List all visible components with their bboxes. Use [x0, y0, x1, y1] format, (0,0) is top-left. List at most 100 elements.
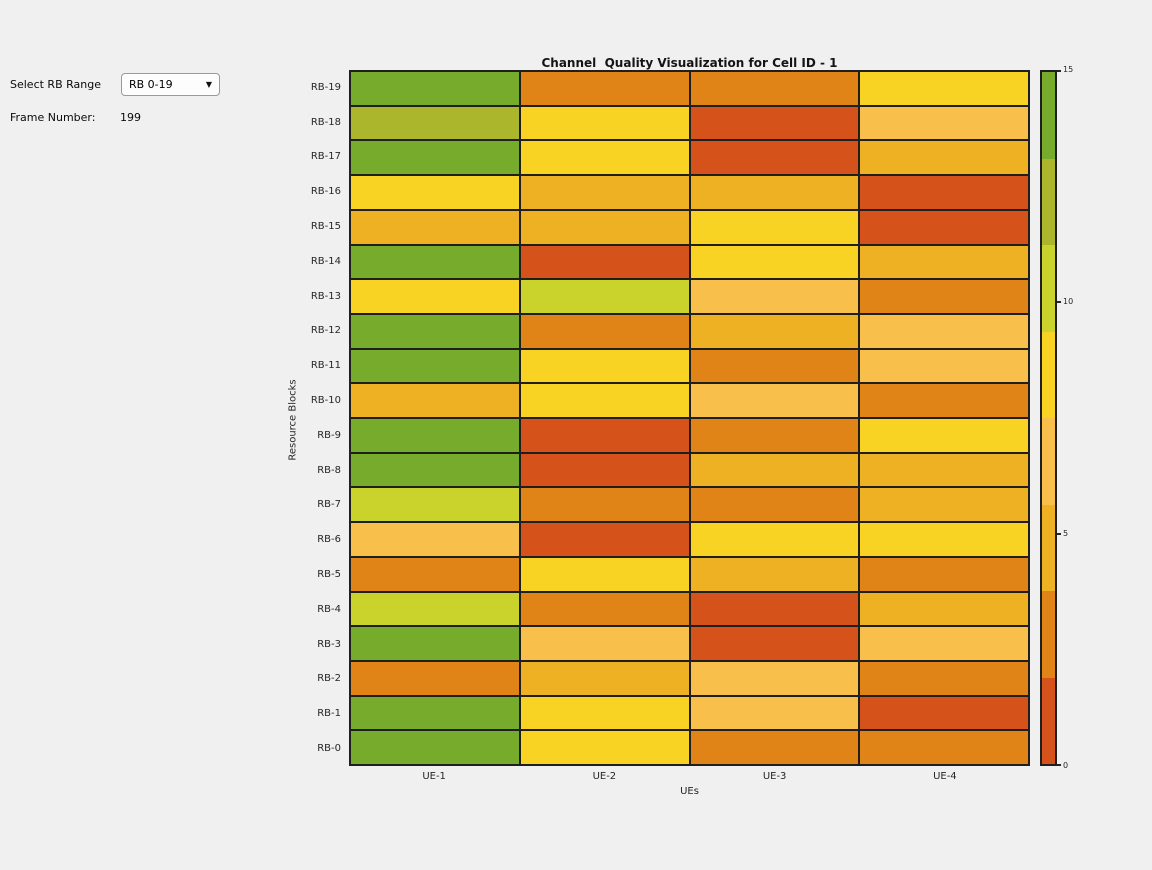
colorbar-tick-label-5: 5 [1063, 529, 1068, 539]
heatmap-cell-RB-0-UE-3 [691, 731, 859, 764]
heatmap-cell-RB-17-UE-4 [860, 141, 1028, 174]
heatmap-cell-RB-2-UE-1 [351, 662, 519, 695]
heatmap-cell-RB-2-UE-2 [521, 662, 689, 695]
heatmap-cell-RB-15-UE-1 [351, 211, 519, 244]
heatmap-cell-RB-14-UE-1 [351, 246, 519, 279]
heatmap-cell-RB-4-UE-3 [691, 593, 859, 626]
heatmap-cell-RB-5-UE-4 [860, 558, 1028, 591]
y-tick-RB-19: RB-19 [240, 70, 341, 105]
heatmap-cell-RB-7-UE-4 [860, 488, 1028, 521]
heatmap-cell-RB-15-UE-3 [691, 211, 859, 244]
y-tick-RB-3: RB-3 [240, 627, 341, 662]
heatmap-cell-RB-9-UE-1 [351, 419, 519, 452]
y-tick-RB-7: RB-7 [240, 488, 341, 523]
y-tick-RB-0: RB-0 [240, 731, 341, 766]
heatmap-cell-RB-0-UE-2 [521, 731, 689, 764]
colorbar-band-amber [1042, 505, 1055, 592]
heatmap-cell-RB-14-UE-3 [691, 246, 859, 279]
heatmap-cell-RB-5-UE-3 [691, 558, 859, 591]
heatmap-cell-RB-13-UE-2 [521, 280, 689, 313]
heatmap-cell-RB-11-UE-1 [351, 350, 519, 383]
x-tick-labels: UE-1UE-2UE-3UE-4 [349, 771, 1030, 782]
colorbar-band-red_orange [1042, 678, 1055, 765]
heatmap-cell-RB-17-UE-1 [351, 141, 519, 174]
heatmap-cell-RB-14-UE-4 [860, 246, 1028, 279]
heatmap-cell-RB-18-UE-3 [691, 107, 859, 140]
y-tick-RB-9: RB-9 [240, 418, 341, 453]
heatmap-cell-RB-16-UE-2 [521, 176, 689, 209]
y-tick-RB-15: RB-15 [240, 209, 341, 244]
heatmap-cell-RB-10-UE-4 [860, 384, 1028, 417]
frame-number-value: 199 [120, 111, 141, 124]
colorbar [1040, 70, 1057, 766]
colorbar-band-yellow_green [1042, 245, 1055, 332]
heatmap-cell-RB-16-UE-4 [860, 176, 1028, 209]
heatmap-cell-RB-16-UE-1 [351, 176, 519, 209]
heatmap-cell-RB-3-UE-3 [691, 627, 859, 660]
colorbar-band-olive [1042, 159, 1055, 246]
y-tick-RB-17: RB-17 [240, 140, 341, 175]
heatmap-cell-RB-14-UE-2 [521, 246, 689, 279]
colorbar-tick-10 [1057, 301, 1061, 303]
x-tick-UE-4: UE-4 [860, 771, 1030, 782]
y-tick-RB-2: RB-2 [240, 662, 341, 697]
heatmap-cell-RB-9-UE-2 [521, 419, 689, 452]
heatmap-cell-RB-11-UE-2 [521, 350, 689, 383]
heatmap-cell-RB-18-UE-4 [860, 107, 1028, 140]
heatmap-cell-RB-6-UE-2 [521, 523, 689, 556]
heatmap-cell-RB-19-UE-1 [351, 72, 519, 105]
heatmap-cell-RB-16-UE-3 [691, 176, 859, 209]
heatmap-cell-RB-19-UE-3 [691, 72, 859, 105]
heatmap-cell-RB-13-UE-3 [691, 280, 859, 313]
heatmap-cell-RB-10-UE-2 [521, 384, 689, 417]
x-tick-UE-3: UE-3 [690, 771, 860, 782]
y-tick-RB-12: RB-12 [240, 314, 341, 349]
chart-title: Channel Quality Visualization for Cell I… [349, 56, 1030, 70]
heatmap-cell-RB-1-UE-3 [691, 697, 859, 730]
x-tick-UE-1: UE-1 [349, 771, 519, 782]
colorbar-band-light_orange [1042, 418, 1055, 505]
heatmap-cell-RB-4-UE-1 [351, 593, 519, 626]
colorbar-tick-label-15: 15 [1063, 65, 1073, 75]
heatmap-cell-RB-8-UE-1 [351, 454, 519, 487]
heatmap-cell-RB-12-UE-2 [521, 315, 689, 348]
heatmap-cell-RB-1-UE-4 [860, 697, 1028, 730]
heatmap-cell-RB-6-UE-4 [860, 523, 1028, 556]
heatmap-cell-RB-1-UE-2 [521, 697, 689, 730]
heatmap-cell-RB-4-UE-2 [521, 593, 689, 626]
y-tick-RB-16: RB-16 [240, 174, 341, 209]
heatmap-cell-RB-2-UE-4 [860, 662, 1028, 695]
heatmap-cell-RB-7-UE-2 [521, 488, 689, 521]
y-tick-RB-13: RB-13 [240, 279, 341, 314]
heatmap-cell-RB-8-UE-2 [521, 454, 689, 487]
heatmap-cell-RB-15-UE-2 [521, 211, 689, 244]
heatmap-cell-RB-5-UE-2 [521, 558, 689, 591]
frame-number-label: Frame Number: [10, 111, 95, 124]
y-tick-RB-14: RB-14 [240, 244, 341, 279]
heatmap-cell-RB-19-UE-4 [860, 72, 1028, 105]
heatmap-cell-RB-12-UE-3 [691, 315, 859, 348]
heatmap-cell-RB-8-UE-3 [691, 454, 859, 487]
colorbar-tick-label-10: 10 [1063, 297, 1073, 307]
heatmap-cell-RB-8-UE-4 [860, 454, 1028, 487]
colorbar-tick-0 [1057, 764, 1061, 766]
heatmap-cell-RB-10-UE-1 [351, 384, 519, 417]
chevron-down-icon: ▼ [206, 80, 212, 89]
x-axis-label: UEs [349, 786, 1030, 797]
heatmap-cell-RB-6-UE-3 [691, 523, 859, 556]
heatmap-cell-RB-6-UE-1 [351, 523, 519, 556]
y-tick-RB-6: RB-6 [240, 522, 341, 557]
colorbar-tick-label-0: 0 [1063, 761, 1068, 771]
y-tick-labels: RB-19RB-18RB-17RB-16RB-15RB-14RB-13RB-12… [240, 70, 341, 766]
colorbar-tick-5 [1057, 533, 1061, 535]
heatmap-cell-RB-2-UE-3 [691, 662, 859, 695]
heatmap-cell-RB-3-UE-4 [860, 627, 1028, 660]
heatmap-cell-RB-11-UE-3 [691, 350, 859, 383]
heatmap-cell-RB-15-UE-4 [860, 211, 1028, 244]
y-tick-RB-10: RB-10 [240, 383, 341, 418]
heatmap-cell-RB-9-UE-3 [691, 419, 859, 452]
rb-range-selected-value: RB 0-19 [129, 78, 173, 91]
heatmap-cell-RB-19-UE-2 [521, 72, 689, 105]
rb-range-select[interactable]: RB 0-19 ▼ [121, 73, 220, 96]
colorbar-band-green [1042, 72, 1055, 159]
